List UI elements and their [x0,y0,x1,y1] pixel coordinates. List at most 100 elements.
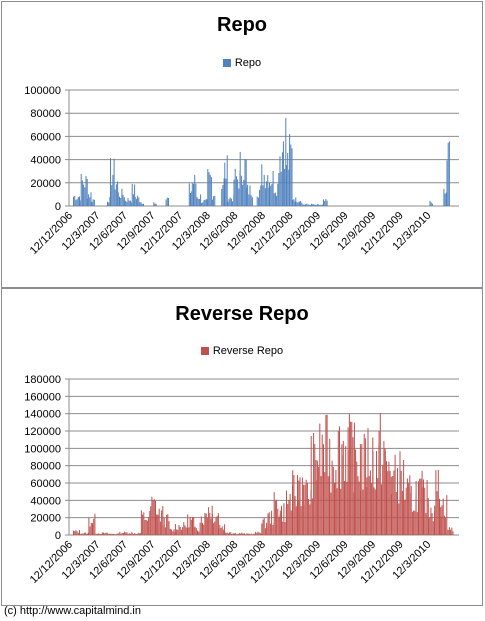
y-tick-label: 140000 [24,409,61,421]
bar [262,185,264,206]
bar [437,469,439,535]
bar [151,496,153,535]
bar [155,203,157,206]
bar [97,533,98,535]
bar [304,484,306,535]
bar [84,532,85,535]
bar [178,524,180,535]
bar [415,481,417,535]
bar [392,476,394,535]
bar [232,201,234,206]
bar [155,500,156,535]
bar [378,430,380,535]
bar [288,499,290,535]
bar [450,529,452,535]
bar [314,204,316,206]
bar [317,204,318,206]
bar [84,187,86,206]
bar [107,533,108,535]
bar [307,204,309,206]
bar [334,482,335,535]
bar [447,530,449,535]
bar [381,484,382,535]
bar [153,499,155,535]
legend: Reverse Repo [2,345,482,357]
bar [135,199,137,206]
bar [156,514,158,535]
bar [325,199,327,206]
bar [211,513,213,535]
bar-series [73,118,450,206]
bar [104,533,106,535]
bar [234,168,236,206]
bar [138,197,140,206]
bar [309,205,311,206]
bar [86,178,88,206]
bar [114,189,116,206]
bar [276,499,278,535]
bar [80,173,82,206]
bar [263,174,265,206]
bar [266,181,268,206]
bar [152,500,154,535]
bar [242,533,244,535]
bar [286,165,287,206]
bar [168,198,169,206]
bar [284,168,286,206]
bar [246,533,248,535]
bar [341,455,343,535]
bar [383,441,385,535]
bar [281,152,283,206]
bar [174,524,176,535]
legend-label: Reverse Repo [212,345,284,358]
bar [214,521,216,535]
bar [150,506,152,535]
bar [289,493,291,535]
bar [105,532,107,535]
bar [88,194,90,206]
bar [185,527,187,535]
bar [109,533,111,535]
bar [235,532,237,535]
bar [379,413,381,535]
bar [209,513,211,535]
bar [255,531,257,535]
bar [409,492,411,535]
bar [132,194,134,206]
bar [293,475,295,535]
bar [263,517,265,535]
bar [162,525,164,535]
bar [259,533,261,535]
bar [154,203,156,206]
bar [74,196,76,206]
bar [425,513,427,535]
bar [81,533,83,535]
bar [153,202,155,206]
bar [98,533,100,535]
bar [320,476,322,535]
bar [132,533,134,535]
bar [250,195,252,206]
repo-chart: Repo Repo 0 20000 40000 60000 80000 100000 12/… [1,1,483,288]
bar [424,487,426,535]
y-tick-label: 60000 [30,478,61,490]
bar [197,198,199,206]
bar [213,196,215,206]
bar [238,188,240,206]
bar [256,532,258,535]
bar [331,460,333,535]
bar-series [73,413,454,535]
bar [327,476,329,535]
bar [326,200,328,206]
bar [88,517,90,535]
bar [82,533,84,535]
bar [297,202,299,206]
bar [269,182,270,206]
bar [231,533,233,535]
bar [89,526,91,535]
bar [202,522,203,535]
bar [308,499,310,535]
bar [439,498,440,535]
bar [264,188,266,206]
y-tick-label: 120000 [24,426,61,438]
